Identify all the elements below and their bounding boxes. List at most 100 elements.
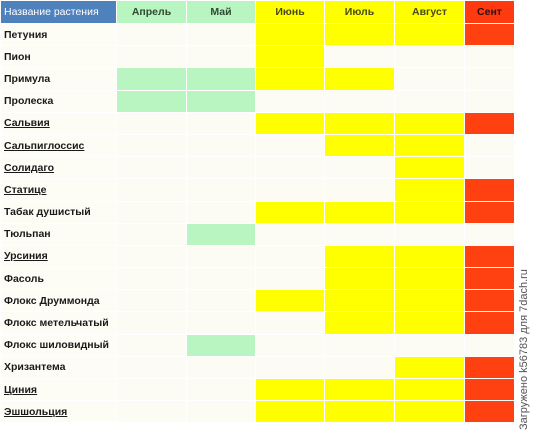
table-row: Флокс метельчатый (0, 311, 515, 335)
bloom-cell-june (255, 333, 325, 357)
bloom-cell-september (464, 267, 515, 291)
bloom-cell-july (324, 156, 395, 180)
bloom-cell-april (116, 178, 187, 202)
column-header-april: Апрель (116, 0, 187, 24)
plant-name-cell: Тюльпан (0, 222, 117, 246)
bloom-cell-july (324, 289, 395, 313)
bloom-cell-july (324, 333, 395, 357)
plant-name-label: Статице (4, 183, 47, 196)
plant-name-label: Флокс метельчатый (4, 317, 109, 330)
bloom-cell-june (255, 89, 325, 113)
bloom-cell-may (186, 45, 256, 69)
plant-name-label: Флокс шиловидный (4, 339, 110, 352)
bloom-cell-september (464, 200, 515, 224)
bloom-cell-september (464, 333, 515, 357)
column-header-september: Сент (464, 0, 515, 24)
bloom-cell-september (464, 22, 515, 47)
bloom-cell-may (186, 156, 256, 180)
bloom-cell-june (255, 400, 325, 424)
table-row: Петуния (0, 22, 515, 47)
plant-name-cell: Примула (0, 67, 117, 91)
bloom-cell-september (464, 111, 515, 135)
column-header-may: Май (186, 0, 256, 24)
bloom-cell-september (464, 311, 515, 335)
bloom-cell-april (116, 289, 187, 313)
table-body: Петуния Пион Примула Пролеска Сальвия Сальпиг… (0, 22, 515, 424)
bloom-cell-august (394, 222, 465, 246)
bloom-cell-september (464, 178, 515, 202)
bloom-cell-august (394, 289, 465, 313)
bloom-cell-may (186, 67, 256, 91)
bloom-cell-april (116, 133, 187, 158)
bloom-cell-september (464, 244, 515, 269)
bloom-cell-may (186, 289, 256, 313)
bloom-cell-july (324, 222, 395, 246)
plant-name-label: Пролеска (4, 95, 54, 108)
bloom-cell-july (324, 22, 395, 47)
bloom-cell-april (116, 111, 187, 135)
bloom-cell-april (116, 89, 187, 113)
bloom-cell-august (394, 22, 465, 47)
plant-name-cell: Статице (0, 178, 117, 202)
bloom-cell-may (186, 222, 256, 246)
plant-name-cell: Флокс шиловидный (0, 333, 117, 357)
bloom-cell-june (255, 311, 325, 335)
plant-name-cell: Фасоль (0, 267, 117, 291)
bloom-cell-august (394, 377, 465, 402)
plant-name-cell: Табак душистый (0, 200, 117, 224)
bloom-cell-april (116, 200, 187, 224)
bloom-cell-august (394, 45, 465, 69)
bloom-cell-july (324, 178, 395, 202)
bloom-cell-september (464, 67, 515, 91)
bloom-cell-june (255, 156, 325, 180)
bloom-cell-june (255, 111, 325, 135)
plant-name-cell: Циния (0, 377, 117, 402)
column-header-july: Июль (324, 0, 395, 24)
bloom-cell-april (116, 22, 187, 47)
table-row: Примула (0, 67, 515, 91)
bloom-cell-may (186, 333, 256, 357)
plant-name-label: Солидаго (4, 161, 55, 174)
bloom-cell-september (464, 133, 515, 158)
bloom-cell-july (324, 311, 395, 335)
plant-name-cell: Петуния (0, 22, 117, 47)
bloom-cell-september (464, 355, 515, 380)
bloom-cell-may (186, 267, 256, 291)
table-row: Пион (0, 45, 515, 69)
bloom-cell-september (464, 222, 515, 246)
plant-name-label: Сальпиглоссис (4, 139, 85, 152)
header-row: Название растения Апрель Май Июнь Июль А… (0, 0, 515, 24)
bloom-cell-july (324, 133, 395, 158)
bloom-cell-may (186, 355, 256, 380)
table-row: Табак душистый (0, 200, 515, 224)
column-header-june: Июнь (255, 0, 325, 24)
bloom-cell-june (255, 133, 325, 158)
column-header-august: Август (394, 0, 465, 24)
table-row: Тюльпан (0, 222, 515, 246)
bloom-cell-july (324, 45, 395, 69)
plant-name-cell: Сальпиглоссис (0, 133, 117, 158)
flowering-calendar-table: Название растения Апрель Май Июнь Июль А… (0, 0, 515, 424)
plant-name-label: Урсиния (4, 250, 48, 263)
bloom-cell-may (186, 400, 256, 424)
bloom-cell-september (464, 156, 515, 180)
bloom-cell-september (464, 89, 515, 113)
bloom-cell-july (324, 400, 395, 424)
table-row: Флокс шиловидный (0, 333, 515, 357)
plant-name-label: Петуния (4, 28, 48, 41)
bloom-cell-august (394, 355, 465, 380)
plant-name-cell: Сальвия (0, 111, 117, 135)
bloom-cell-august (394, 200, 465, 224)
bloom-cell-august (394, 311, 465, 335)
bloom-cell-may (186, 244, 256, 269)
bloom-cell-april (116, 311, 187, 335)
plant-name-cell: Пролеска (0, 89, 117, 113)
bloom-cell-june (255, 22, 325, 47)
plant-name-cell: Хризантема (0, 355, 117, 380)
bloom-cell-april (116, 222, 187, 246)
bloom-cell-september (464, 400, 515, 424)
bloom-cell-august (394, 400, 465, 424)
bloom-cell-april (116, 156, 187, 180)
bloom-cell-july (324, 377, 395, 402)
plant-name-cell: Флокс метельчатый (0, 311, 117, 335)
